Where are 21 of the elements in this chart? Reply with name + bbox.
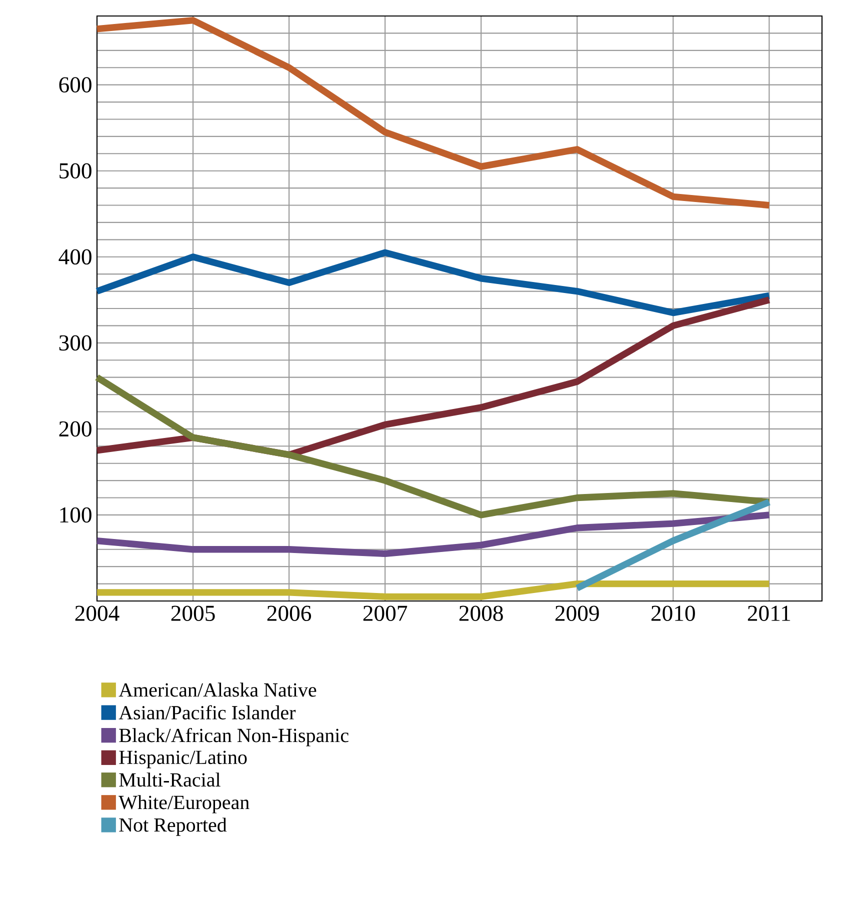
x-tick-label: 2007 [363,606,408,622]
x-tick-label: 2008 [459,606,503,622]
y-tick-label: 100 [60,507,92,523]
y-tick-label: 400 [58,249,92,265]
legend-label: Black/African Non-Hispanic [119,728,348,746]
x-tick-label: 2006 [267,606,312,622]
x-tick-label: 2005 [171,606,215,622]
legend-label: Not Reported [119,818,227,836]
y-tick-label: 200 [59,421,92,437]
x-tick-label: 2011 [748,606,790,622]
x-tick-label: 2004 [75,606,120,622]
y-tick-label: 500 [60,163,92,179]
legend-label: Multi-Racial [119,772,220,787]
legend-label: American/Alaska Native [118,682,316,697]
legend-label: Asian/Pacific Islander [118,705,296,720]
legend-label: Hispanic/Latino [119,750,247,768]
x-tick-label: 2009 [555,606,599,622]
y-tick-label: 300 [59,335,92,351]
x-tick-label: 2010 [651,606,695,622]
y-tick-label: 600 [59,77,92,92]
legend-label: White/European [118,795,250,814]
